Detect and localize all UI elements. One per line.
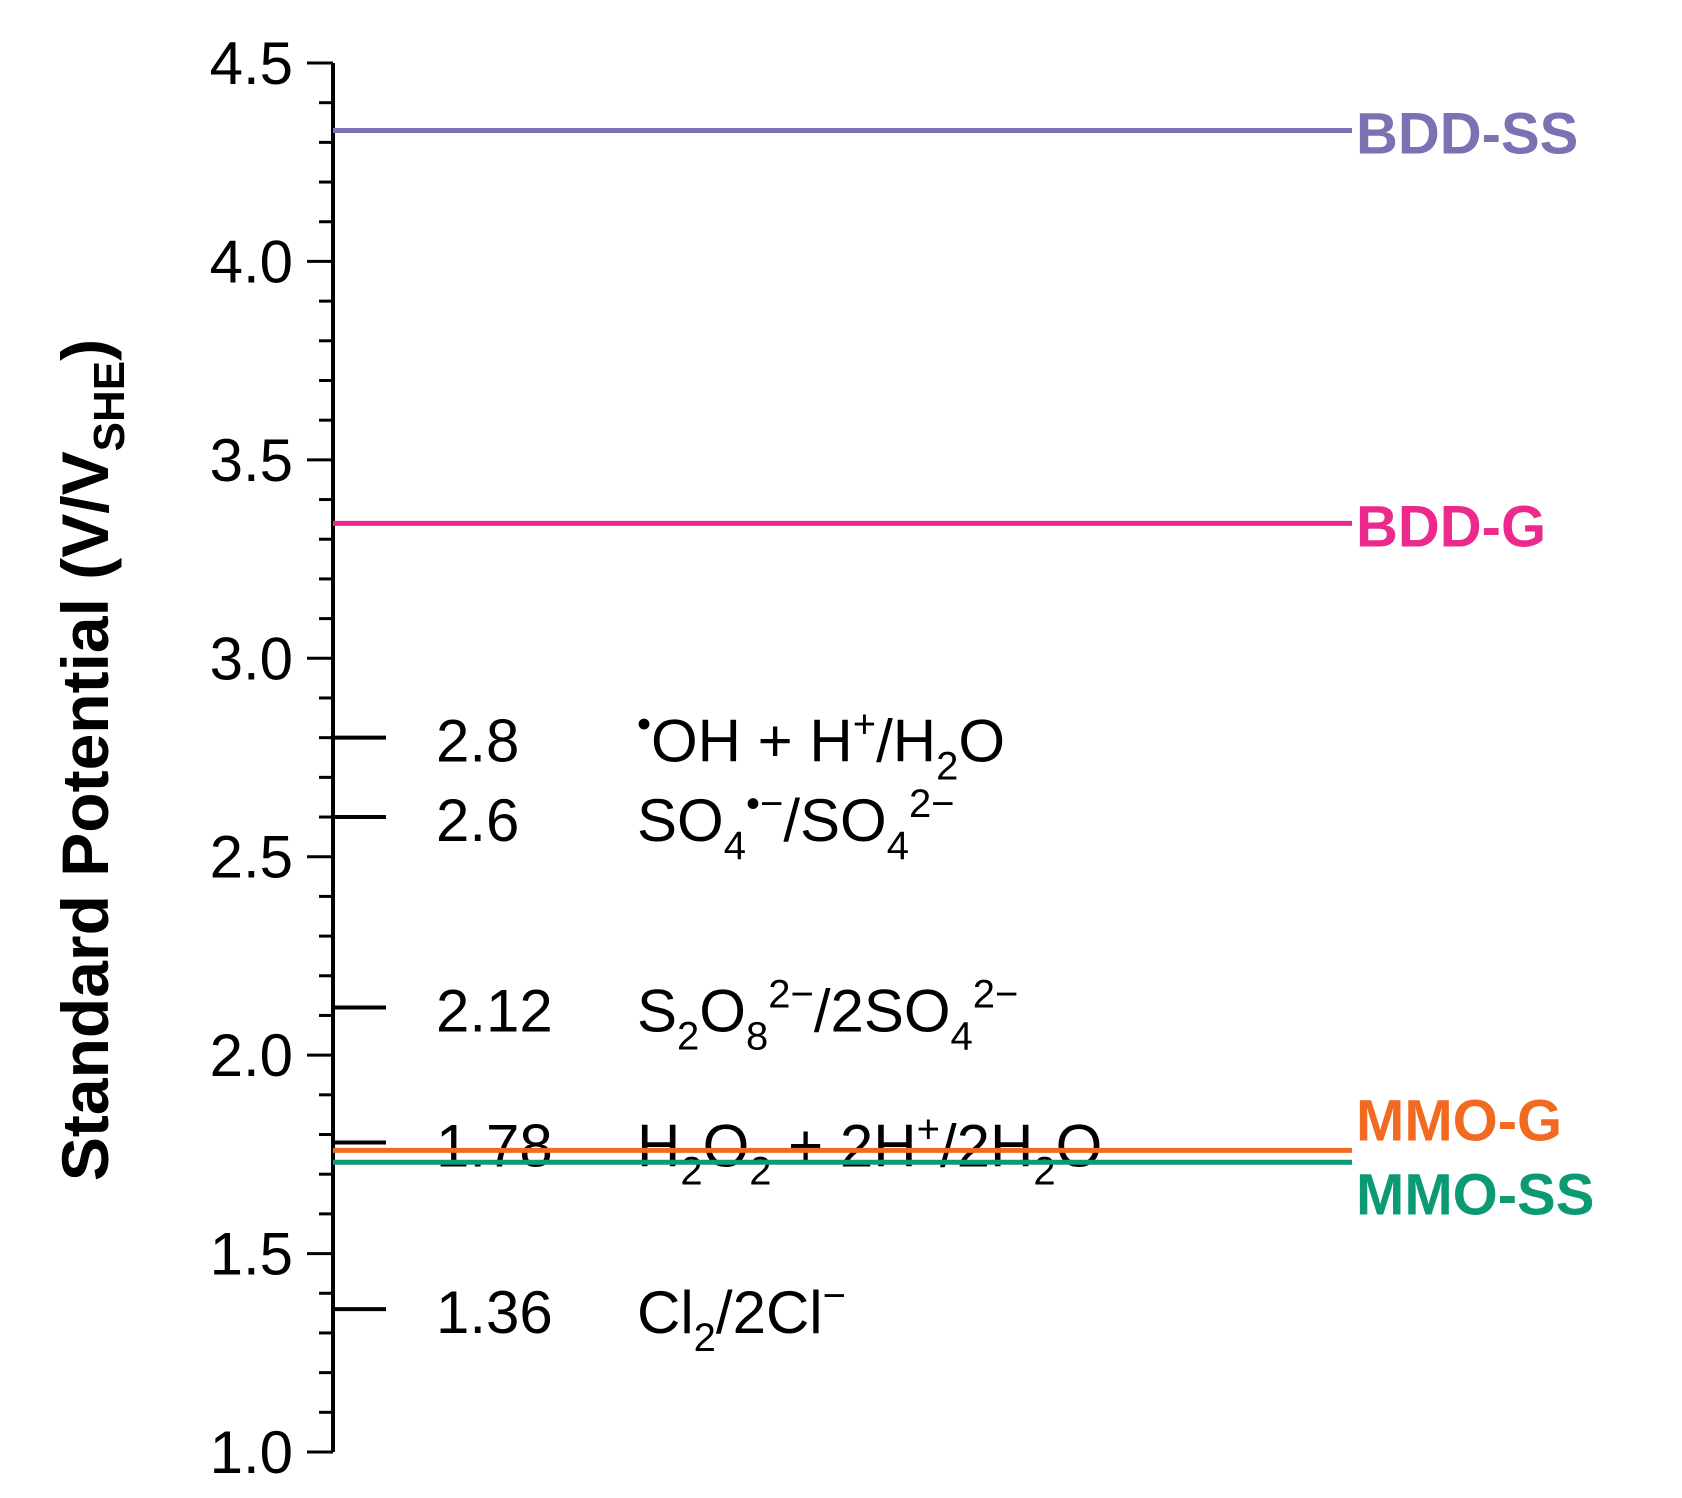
electrode-label: MMO-G xyxy=(1356,1088,1562,1153)
electrode-label: BDD-G xyxy=(1356,494,1546,559)
electrode-series: MMO-SS xyxy=(333,1159,1594,1227)
y-tick-label: 4.0 xyxy=(210,228,293,295)
y-tick-label: 4.5 xyxy=(210,30,293,97)
y-tick-label: 1.0 xyxy=(210,1419,293,1486)
reference-potential: 1.78 H2O2 + 2H+/2H2O xyxy=(333,1107,1102,1193)
reaction-label: •OH + H+/H2O xyxy=(637,703,1005,789)
y-tick-label: 3.5 xyxy=(210,427,293,494)
electrode-potentials: BDD-SS BDD-G MMO-G MMO-SS xyxy=(333,101,1594,1227)
electrode-series: MMO-G xyxy=(333,1088,1562,1153)
y-tick-label: 2.5 xyxy=(210,824,293,891)
reaction-label: H2O2 + 2H+/2H2O xyxy=(637,1107,1102,1193)
y-axis-label: Standard Potential (V/VSHE) xyxy=(48,339,134,1181)
y-axis-label-group: Standard Potential (V/VSHE) xyxy=(48,339,134,1181)
electrode-label: BDD-SS xyxy=(1356,101,1578,166)
y-tick-label: 3.0 xyxy=(210,625,293,692)
reference-value: 2.6 xyxy=(436,787,519,854)
reaction-label: S2O82−/2SO42− xyxy=(637,973,1018,1059)
reference-potential: 2.12 S2O82−/2SO42− xyxy=(333,973,1018,1059)
electrode-label: MMO-SS xyxy=(1356,1162,1594,1227)
reference-potentials: 2.8 •OH + H+/H2O 2.6 SO4•−/SO42− 2.12 S2O82−/… xyxy=(333,703,1102,1360)
y-tick-label: 2.0 xyxy=(210,1022,293,1089)
reference-value: 2.12 xyxy=(436,978,553,1045)
reference-potential: 1.36 Cl2/2Cl− xyxy=(333,1274,846,1360)
reference-value: 2.8 xyxy=(436,708,519,775)
reference-value: 1.36 xyxy=(436,1279,553,1346)
reference-potential: 2.6 SO4•−/SO42− xyxy=(333,782,955,868)
reaction-label: Cl2/2Cl− xyxy=(637,1274,846,1360)
electrode-series: BDD-G xyxy=(333,494,1546,559)
electrode-series: BDD-SS xyxy=(333,101,1578,166)
y-tick-label: 1.5 xyxy=(210,1221,293,1288)
y-axis: 1.0 1.5 2.0 2.5 3.0 3.5 4.0 4.5 xyxy=(210,30,335,1486)
reference-potential: 2.8 •OH + H+/H2O xyxy=(333,703,1005,789)
reference-value: 1.78 xyxy=(436,1112,553,1179)
reaction-label: SO4•−/SO42− xyxy=(637,782,955,868)
